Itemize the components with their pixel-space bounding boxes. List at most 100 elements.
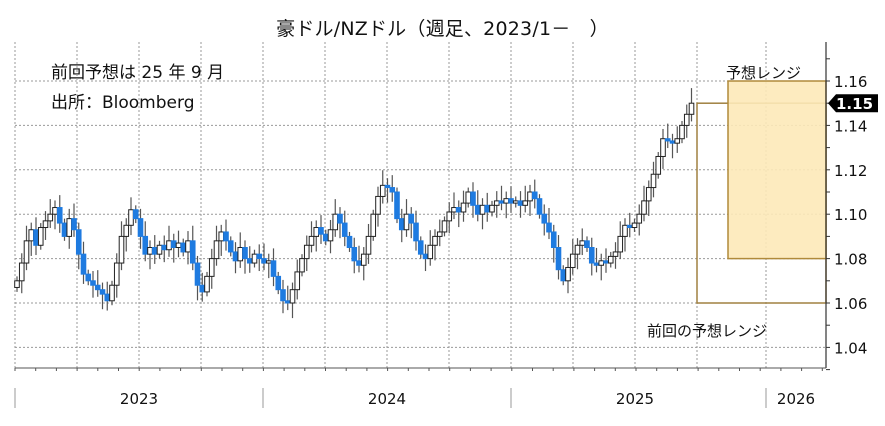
candle-down [104,293,111,302]
candle-up [42,220,49,229]
candle-up [465,191,472,204]
candle-up [375,195,381,215]
candle-down [550,231,557,249]
last-price-tag [828,94,878,113]
candle-up [479,204,486,215]
candle-down [394,191,400,220]
last-price-label: 1.15 [836,95,873,113]
candle-down [199,284,206,293]
candle-down [270,260,277,277]
candle-up [688,102,695,115]
candle-up [213,240,220,260]
candle-down [246,258,253,264]
candle-up [370,213,377,237]
candle-down [256,253,263,260]
candle-up [446,211,453,222]
candle-down [61,222,68,237]
candle-down [261,258,267,264]
candle-down [351,247,358,262]
candle-down [422,253,429,260]
candle-down [56,207,63,224]
candle-down [161,244,168,251]
candle-down [280,289,286,302]
candle-up [185,240,191,253]
candle-down [142,235,149,255]
x-year-label: 2023 [120,390,158,408]
candle-down [517,200,524,206]
candle-up [493,200,500,206]
candle-up [123,224,130,237]
candle-up [299,258,305,273]
candles [14,88,695,319]
candle-up [527,191,533,202]
candle-up [579,240,586,246]
candle-down [132,209,139,220]
candle-up [660,138,666,157]
candle-down [508,198,514,204]
candle-down [94,284,101,291]
candle-up [128,209,134,226]
candle-up [37,227,44,246]
candle-up [166,240,172,251]
candle-down [99,289,106,295]
candle-up [327,229,334,242]
candle-down [180,242,187,253]
candle-up [52,207,58,215]
candle-down [356,260,362,266]
candle-down [669,140,676,144]
candle-up [565,266,571,282]
candle-down [536,198,543,215]
candle-up [14,280,20,288]
candle-up [641,200,647,215]
candle-up [645,187,652,202]
candle-up [289,289,296,304]
previous-range-label: 前回の予想レンジ [647,322,767,340]
candle-down [33,229,39,246]
source-note: 出所：Bloomberg [51,93,195,113]
candle-down [546,222,552,233]
y-tick-label: 1.10 [834,206,867,224]
candle-down [588,247,595,264]
candle-down [484,204,491,213]
candle-up [636,213,643,224]
y-tick-label: 1.16 [834,73,867,91]
candle-down [322,233,329,242]
candle-up [679,124,685,140]
candle-down [242,247,248,260]
grid-lines [14,42,826,368]
candle-down [227,240,234,253]
candle-up [650,173,657,189]
y-tick-label: 1.08 [834,251,867,269]
axes [14,42,830,408]
candle-down [194,262,201,286]
candle-up [313,227,320,237]
candle-down [498,200,505,204]
candle-down [223,231,229,242]
candle-up [598,260,605,266]
candle-down [413,222,419,242]
candle-down [337,213,343,224]
candle-up [308,235,315,246]
candle-up [360,253,367,266]
y-tick-label: 1.04 [834,339,867,357]
candle-down [417,240,424,255]
candle-down [455,207,462,213]
candle-up [617,235,624,253]
candle-down [408,213,415,224]
candle-down [284,300,291,304]
candle-up [175,242,182,248]
candle-up [436,231,443,237]
candle-up [294,271,301,291]
candle-up [622,224,628,237]
candle-down [626,224,633,229]
candle-up [512,200,519,204]
candle-down [189,240,196,264]
forecast-range-box [727,80,827,260]
candle-up [612,251,619,257]
candle-up [23,240,30,264]
candle-up [631,222,638,229]
candle-up [113,262,120,286]
y-tick-label: 1.14 [834,117,867,135]
candle-down [664,138,671,142]
